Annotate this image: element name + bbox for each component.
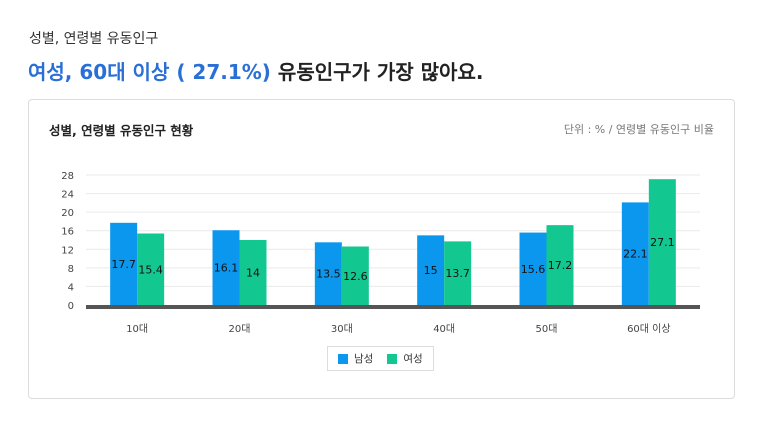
- bar-value-label: 17.2: [548, 259, 573, 272]
- bar-male: [314, 242, 342, 305]
- y-tick-label: 28: [61, 171, 74, 182]
- bar-value-label: 14: [246, 267, 260, 280]
- headline-highlight: 여성, 60대 이상 ( 27.1%): [28, 60, 271, 84]
- chart-legend[interactable]: 남성 여성: [327, 346, 434, 371]
- bar-female: [341, 246, 369, 305]
- y-tick-label: 0: [68, 301, 74, 312]
- y-tick-label: 24: [61, 190, 74, 201]
- y-tick-label: 4: [68, 282, 74, 293]
- legend-item-female[interactable]: 여성: [387, 351, 423, 366]
- headline-rest: 유동인구가 가장 많아요.: [270, 60, 484, 84]
- y-tick-label: 20: [61, 208, 74, 219]
- bar-value-label: 13.5: [316, 268, 341, 281]
- x-axis-baseline: [86, 305, 700, 309]
- bar-value-label: 15.4: [138, 263, 163, 276]
- bar-value-label: 15: [424, 264, 438, 277]
- y-tick-label: 16: [61, 227, 74, 238]
- x-tick-label: 30대: [331, 323, 353, 335]
- chart-title: 성별, 연령별 유동인구 현황: [49, 123, 194, 138]
- legend-item-male[interactable]: 남성: [338, 351, 373, 366]
- legend-label-female: 여성: [403, 353, 423, 365]
- bar-female: [648, 179, 676, 305]
- bar-male: [519, 232, 547, 305]
- bar-value-label: 22.1: [623, 248, 648, 261]
- bar-value-label: 15.6: [521, 263, 546, 276]
- legend-swatch-male: [338, 353, 348, 364]
- bar-male: [212, 230, 240, 305]
- bar-male: [110, 222, 138, 305]
- bar-chart: 0 4 8 12 16 20 24 28 17.7 15.4 10대 16.1 14 20대 13.5 12.…: [61, 171, 700, 335]
- chart-unit-note: 단위 : % / 연령별 유동인구 비율: [563, 123, 714, 136]
- bar-value-label: 17.7: [111, 258, 135, 271]
- x-tick-label: 60대 이상: [627, 323, 671, 335]
- bar-value-label: 13.7: [445, 267, 470, 280]
- legend-label-male: 남성: [354, 353, 374, 365]
- y-tick-label: 8: [68, 264, 74, 275]
- bar-value-label: 16.1: [214, 262, 239, 275]
- y-tick-label: 12: [61, 245, 74, 256]
- bar-value-label: 12.6: [343, 270, 368, 283]
- x-tick-label: 40대: [433, 323, 455, 335]
- x-tick-label: 10대: [126, 323, 148, 335]
- bar-female: [444, 241, 472, 305]
- bar-male: [417, 235, 445, 305]
- bar-female: [239, 240, 267, 305]
- x-tick-label: 20대: [229, 323, 251, 335]
- page-headline: 여성, 60대 이상 ( 27.1%) 유동인구가 가장 많아요.: [28, 56, 483, 85]
- chart-card: 성별, 연령별 유동인구 현황 단위 : % / 연령별 유동인구 비율 0 4 8…: [28, 99, 735, 399]
- bar-female: [137, 233, 165, 305]
- section-eyebrow: 성별, 연령별 유동인구: [29, 31, 159, 47]
- bar-male: [621, 202, 649, 305]
- legend-swatch-female: [387, 353, 398, 364]
- bar-female: [546, 225, 574, 305]
- x-tick-label: 50대: [536, 323, 558, 335]
- bar-value-label: 27.1: [650, 236, 675, 249]
